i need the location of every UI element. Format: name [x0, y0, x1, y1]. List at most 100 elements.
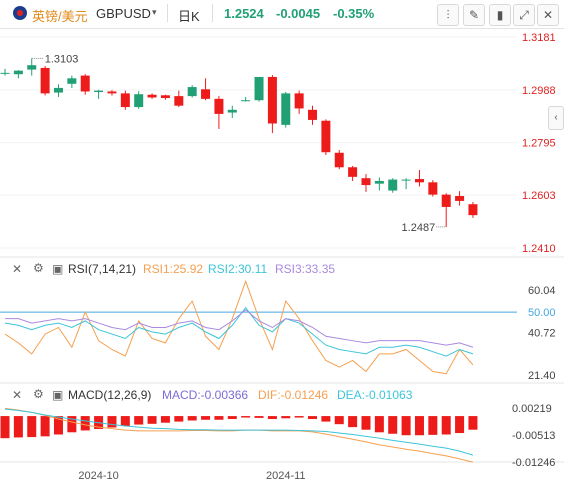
candle-body: [281, 93, 291, 125]
macd-axis-label: -0.00513: [512, 430, 555, 442]
candle-body: [428, 182, 438, 195]
candle-body: [294, 93, 304, 109]
fullscreen-icon[interactable]: ⤢: [513, 4, 535, 26]
high-price-label: 1.3103: [45, 53, 79, 65]
candle-body: [308, 109, 318, 120]
macd-value: MACD:-0.00366: [162, 388, 249, 402]
divider: [167, 4, 168, 22]
macd-histogram-bar: [160, 416, 170, 423]
price-axis-label: 1.3181: [522, 32, 556, 44]
macd-name: MACD(12,26,9): [68, 388, 152, 402]
macd-axis-label: -0.01246: [512, 457, 555, 469]
macd-histogram-bar: [174, 416, 184, 422]
rsi2-value: RSI2:30.11: [208, 262, 268, 276]
candle-body: [401, 179, 411, 181]
candle-body: [348, 167, 358, 177]
rsi-axis-label: 60.04: [528, 285, 556, 297]
candle-body: [267, 76, 277, 124]
rsi-axis-label: 40.72: [528, 328, 556, 340]
macd-histogram-bar: [348, 416, 358, 428]
candle-body: [441, 194, 451, 207]
macd-histogram-bar: [254, 416, 264, 418]
indicator-icon[interactable]: ▣: [52, 388, 64, 402]
candle-body: [120, 93, 130, 108]
macd-histogram-bar: [401, 416, 411, 436]
candle-body: [27, 65, 37, 70]
candle-body: [374, 180, 384, 184]
candle-body: [201, 89, 211, 99]
candle-body: [160, 95, 170, 99]
macd-histogram-bar: [80, 416, 90, 431]
macd-histogram-bar: [455, 416, 465, 434]
indicator-icon[interactable]: ▮: [489, 4, 511, 26]
price-change: -0.0045: [276, 6, 321, 21]
symbol-cn[interactable]: 英镑/美元: [32, 9, 88, 24]
macd-histogram-bar: [0, 416, 10, 439]
candle-body: [94, 90, 104, 93]
settings-icon[interactable]: ⚙: [33, 387, 44, 401]
rsi-axis-label: 21.40: [528, 370, 556, 382]
candle-body: [455, 196, 465, 201]
candle-body: [80, 75, 90, 92]
macd-axis-label: 0.00219: [512, 403, 552, 415]
dif-value: DIF:-0.01246: [258, 388, 329, 402]
symbol-code[interactable]: GBPUSD: [96, 6, 151, 21]
candle-body: [388, 179, 398, 191]
macd-histogram-bar: [40, 416, 50, 437]
macd-histogram-bar: [428, 416, 438, 435]
macd-histogram-bar: [267, 416, 277, 420]
macd-histogram-bar: [281, 416, 291, 419]
macd-histogram-bar: [374, 416, 384, 433]
macd-histogram-bar: [13, 416, 23, 438]
collapse-icon[interactable]: ✕: [12, 388, 23, 402]
header-divider: [0, 28, 564, 29]
candle-body: [187, 87, 197, 97]
macd-histogram-bar: [334, 416, 344, 425]
macd-histogram-bar: [241, 416, 251, 418]
price-change-pct: -0.35%: [333, 6, 375, 21]
rsi-line-rsi1: [4, 279, 474, 375]
indicator-icon[interactable]: ▣: [52, 262, 64, 276]
collapse-icon[interactable]: ✕: [12, 262, 23, 276]
price-axis-label: 1.2603: [522, 190, 556, 202]
chart-header: 英镑/美元 GBPUSD ▾ 日K 1.2524 -0.0045 -0.35% …: [0, 0, 564, 28]
rsi-line-rsi3: [5, 309, 474, 348]
period-selector[interactable]: 日K: [178, 9, 200, 24]
candle-body: [241, 100, 251, 102]
candle-body: [174, 96, 184, 106]
candle-body: [414, 179, 424, 183]
collapse-icon[interactable]: ‹: [548, 106, 564, 130]
candle-body: [13, 70, 23, 75]
candle-body: [134, 94, 144, 108]
settings-icon[interactable]: ⚙: [33, 261, 44, 275]
macd-histogram-bar: [294, 416, 304, 418]
rsi-axis-label: 50.00: [528, 307, 556, 319]
macd-histogram-bar: [147, 416, 157, 424]
macd-histogram-bar: [227, 416, 237, 420]
macd-histogram-bar: [468, 416, 478, 430]
close-icon[interactable]: ✕: [537, 4, 559, 26]
candle-type-icon[interactable]: ⫶: [437, 4, 459, 26]
rsi1-value: RSI1:25.92: [143, 262, 204, 276]
rsi-name: RSI(7,14,21): [68, 262, 137, 276]
macd-histogram-bar: [53, 416, 63, 435]
macd-histogram-bar: [27, 416, 37, 438]
price-axis-label: 1.2795: [522, 138, 556, 150]
dropdown-icon[interactable]: ▾: [152, 7, 157, 17]
candle-body: [468, 204, 478, 216]
macd-histogram-bar: [388, 416, 398, 434]
candle-body: [147, 94, 157, 98]
macd-histogram-bar: [441, 416, 451, 435]
candle-body: [227, 109, 237, 113]
macd-histogram-bar: [361, 416, 371, 430]
flag-icon: [13, 6, 27, 20]
macd-line-dea: [4, 408, 474, 456]
macd-histogram-bar: [107, 416, 117, 428]
candle-body: [53, 87, 63, 93]
draw-tool-icon[interactable]: ✎: [463, 4, 485, 26]
candle-body: [40, 67, 50, 94]
price-axis-label: 1.2410: [522, 243, 556, 255]
date-axis-label: 2024-11: [266, 470, 306, 482]
macd-histogram-bar: [187, 416, 197, 421]
